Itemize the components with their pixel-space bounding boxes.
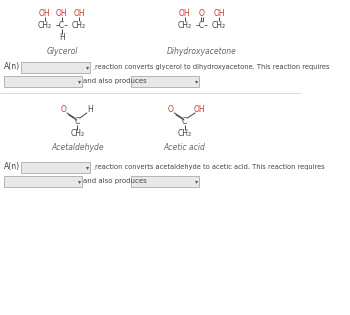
Text: OH: OH (179, 9, 190, 18)
Text: O: O (199, 9, 205, 18)
Text: OH: OH (73, 9, 85, 18)
Text: ▾: ▾ (77, 179, 80, 184)
Text: CH₂: CH₂ (37, 20, 52, 30)
Text: ▾: ▾ (86, 165, 89, 170)
Text: .: . (92, 163, 94, 171)
FancyBboxPatch shape (21, 162, 90, 173)
Text: and also produces: and also produces (83, 78, 147, 84)
FancyBboxPatch shape (131, 176, 200, 187)
Text: H: H (59, 32, 65, 42)
Text: OH: OH (56, 9, 68, 18)
Text: OH: OH (194, 106, 205, 114)
FancyBboxPatch shape (21, 62, 90, 73)
Text: C: C (75, 117, 80, 127)
Text: –C–: –C– (195, 20, 208, 30)
Text: O: O (168, 106, 174, 114)
Text: OH: OH (39, 9, 50, 18)
Text: OH: OH (213, 9, 225, 18)
Text: CH₂: CH₂ (212, 20, 226, 30)
Text: .: . (92, 62, 94, 72)
Text: reaction converts acetaldehyde to acetic acid. This reaction requires: reaction converts acetaldehyde to acetic… (95, 164, 325, 170)
Text: H: H (88, 106, 93, 114)
Text: CH₂: CH₂ (72, 20, 86, 30)
Text: ▾: ▾ (195, 79, 198, 84)
Text: O: O (61, 106, 66, 114)
Text: ▾: ▾ (86, 65, 89, 70)
FancyBboxPatch shape (4, 76, 82, 87)
Text: CH₂: CH₂ (178, 129, 192, 139)
Text: Dihydroxyacetone: Dihydroxyacetone (167, 47, 237, 55)
Text: A(n): A(n) (4, 62, 20, 72)
Text: reaction converts glycerol to dihydroxyacetone. This reaction requires: reaction converts glycerol to dihydroxya… (95, 64, 330, 70)
Text: ▾: ▾ (195, 179, 198, 184)
FancyBboxPatch shape (131, 76, 200, 87)
Text: Acetic acid: Acetic acid (164, 142, 206, 152)
Text: Glycerol: Glycerol (46, 47, 78, 55)
Text: –C–: –C– (55, 20, 68, 30)
Text: and also produces: and also produces (83, 178, 147, 184)
FancyBboxPatch shape (4, 176, 82, 187)
Text: C: C (182, 117, 187, 127)
Text: ▾: ▾ (77, 79, 80, 84)
Text: A(n): A(n) (4, 163, 20, 171)
Text: CH₂: CH₂ (178, 20, 192, 30)
Text: Acetaldehyde: Acetaldehyde (51, 142, 104, 152)
Text: CH₂: CH₂ (70, 129, 84, 139)
